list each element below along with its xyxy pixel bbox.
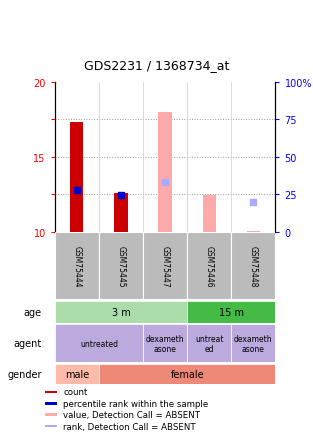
Bar	[44, 391, 57, 393]
Bar	[231, 232, 275, 299]
Text: age: age	[23, 308, 42, 317]
Bar	[70, 123, 84, 232]
Bar	[99, 365, 275, 384]
Text: untreat
ed: untreat ed	[195, 334, 223, 353]
Text: value, Detection Call = ABSENT: value, Detection Call = ABSENT	[63, 410, 200, 419]
Text: female: female	[170, 369, 204, 379]
Text: agent: agent	[13, 339, 42, 349]
Text: rank, Detection Call = ABSENT: rank, Detection Call = ABSENT	[63, 422, 196, 431]
Text: GSM75446: GSM75446	[205, 245, 214, 286]
Bar	[231, 325, 275, 362]
Bar	[143, 325, 187, 362]
Bar	[187, 302, 275, 323]
Bar	[203, 195, 216, 232]
Text: GSM75448: GSM75448	[249, 245, 258, 286]
Text: count: count	[63, 388, 88, 396]
Bar	[44, 414, 57, 416]
Bar	[187, 325, 231, 362]
Bar	[44, 425, 57, 427]
Text: percentile rank within the sample: percentile rank within the sample	[63, 399, 208, 408]
Text: untreated: untreated	[80, 339, 118, 348]
Text: GSM75444: GSM75444	[72, 245, 81, 286]
Bar	[55, 325, 143, 362]
Text: dexameth
asone: dexameth asone	[146, 334, 184, 353]
Bar	[247, 231, 260, 232]
Bar	[44, 402, 57, 404]
Bar	[55, 232, 99, 299]
Bar	[114, 194, 128, 232]
Bar	[187, 232, 231, 299]
Text: gender: gender	[7, 369, 42, 379]
Bar	[55, 302, 187, 323]
Text: GSM75447: GSM75447	[161, 245, 170, 286]
Text: dexameth
asone: dexameth asone	[234, 334, 273, 353]
Text: 3 m: 3 m	[112, 308, 130, 317]
Text: GDS2231 / 1368734_at: GDS2231 / 1368734_at	[84, 59, 229, 72]
Bar	[158, 112, 172, 232]
Bar	[99, 232, 143, 299]
Text: 15 m: 15 m	[219, 308, 244, 317]
Text: GSM75445: GSM75445	[116, 245, 126, 286]
Bar	[143, 232, 187, 299]
Bar	[55, 365, 99, 384]
Text: male: male	[65, 369, 89, 379]
